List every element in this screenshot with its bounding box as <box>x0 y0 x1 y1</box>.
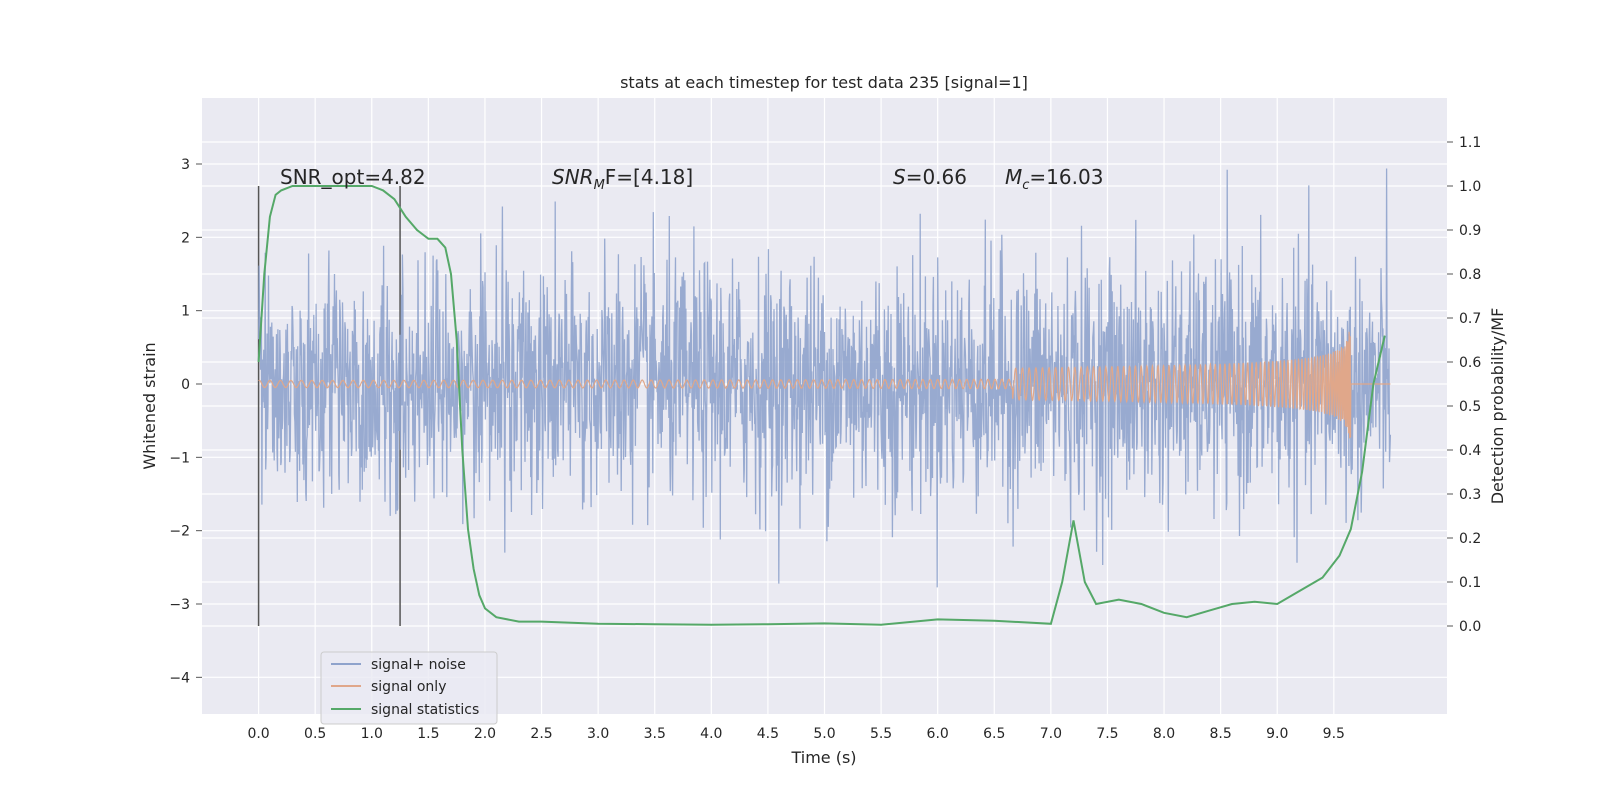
y-left-tick-label: −1 <box>169 450 190 466</box>
x-tick-label: 1.5 <box>417 726 439 742</box>
y-left-axis-ticks: 3 2 1 0 −1 −2 −3 −4 <box>169 157 202 686</box>
y-left-tick-label: 2 <box>181 230 190 246</box>
legend-label-signal-noise: signal+ noise <box>371 657 466 673</box>
y-left-tick-label: −2 <box>169 524 190 540</box>
y-right-tick-label: 0.7 <box>1459 311 1481 327</box>
x-tick-label: 5.5 <box>870 726 892 742</box>
y-right-axis-label: Detection probability/MF <box>1488 308 1507 505</box>
y-right-tick-label: 0.6 <box>1459 355 1481 371</box>
x-tick-label: 2.5 <box>530 726 552 742</box>
x-tick-label: 2.0 <box>474 726 496 742</box>
x-tick-label: 1.0 <box>361 726 383 742</box>
x-tick-label: 8.0 <box>1153 726 1175 742</box>
x-tick-label: 0.5 <box>304 726 326 742</box>
annotation-snr-mf-sub: M <box>594 178 605 193</box>
x-tick-label: 6.5 <box>983 726 1005 742</box>
y-right-tick-label: 0.5 <box>1459 399 1481 415</box>
annotation-mc-base: M <box>1005 165 1022 189</box>
x-tick-label: 3.5 <box>644 726 666 742</box>
annotation-snr-mf-rest: F=[4.18] <box>605 165 693 189</box>
x-tick-label: 8.5 <box>1210 726 1232 742</box>
signal-only-trace <box>258 331 1391 439</box>
legend: signal+ noise signal only signal statist… <box>320 651 498 725</box>
y-right-tick-label: 0.9 <box>1459 223 1481 239</box>
annotation-snr-opt: SNR_opt=4.82 <box>280 165 426 189</box>
y-right-tick-label: 1.1 <box>1459 135 1481 151</box>
y-left-tick-label: −4 <box>169 670 190 686</box>
x-tick-label: 5.0 <box>813 726 835 742</box>
y-left-axis-label: Whitened strain <box>140 342 159 469</box>
x-tick-label: 9.5 <box>1323 726 1345 742</box>
series-signal-noise <box>257 168 1392 588</box>
y-right-tick-label: 0.3 <box>1459 487 1481 503</box>
x-tick-label: 9.0 <box>1266 726 1288 742</box>
y-right-tick-label: 0.1 <box>1459 575 1481 591</box>
y-left-tick-label: −3 <box>169 597 190 613</box>
y-right-axis-ticks: 1.1 1.0 0.9 0.8 0.7 0.6 0.5 0.4 0.3 0.2 0.1 0.0 <box>1447 135 1481 635</box>
x-axis-ticks: 0.0 0.5 1.0 1.5 2.0 2.5 3.0 3.5 4.0 4.5 5.0 5.5 6.0 6… <box>247 726 1344 742</box>
series-signal-only <box>258 331 1391 439</box>
annotation-mc: Mc=16.03 <box>1005 165 1103 193</box>
x-axis-label: Time (s) <box>790 748 856 767</box>
x-tick-label: 3.0 <box>587 726 609 742</box>
annotation-snr-mf: SNRMF=[4.18] <box>552 165 693 193</box>
series-signal-statistics <box>257 185 1386 626</box>
annotation-mc-rest: =16.03 <box>1029 165 1103 189</box>
y-right-tick-label: 0.0 <box>1459 619 1481 635</box>
annotation-s-base: S <box>893 165 906 189</box>
x-tick-label: 0.0 <box>247 726 269 742</box>
y-left-tick-label: 1 <box>181 304 190 320</box>
y-right-tick-label: 0.2 <box>1459 531 1481 547</box>
annotation-mc-sub: c <box>1022 178 1029 193</box>
chart-title: stats at each timestep for test data 235… <box>620 73 1028 92</box>
annotation-s-rest: =0.66 <box>906 165 967 189</box>
y-right-tick-label: 0.4 <box>1459 443 1481 459</box>
noise-trace <box>257 168 1392 588</box>
x-tick-label: 6.0 <box>927 726 949 742</box>
y-left-tick-label: 0 <box>181 377 190 393</box>
annotation-snr-mf-base: SNR <box>552 165 594 189</box>
x-tick-label: 4.0 <box>700 726 722 742</box>
statistics-trace <box>257 185 1386 626</box>
y-left-tick-label: 3 <box>181 157 190 173</box>
x-tick-label: 4.5 <box>757 726 779 742</box>
y-right-tick-label: 0.8 <box>1459 267 1481 283</box>
x-tick-label: 7.5 <box>1096 726 1118 742</box>
legend-label-signal-statistics: signal statistics <box>371 702 479 718</box>
legend-label-signal-only: signal only <box>371 679 446 695</box>
annotation-s: S=0.66 <box>893 165 967 189</box>
y-right-tick-label: 1.0 <box>1459 179 1481 195</box>
legend-box <box>320 651 498 725</box>
x-tick-label: 7.0 <box>1040 726 1062 742</box>
